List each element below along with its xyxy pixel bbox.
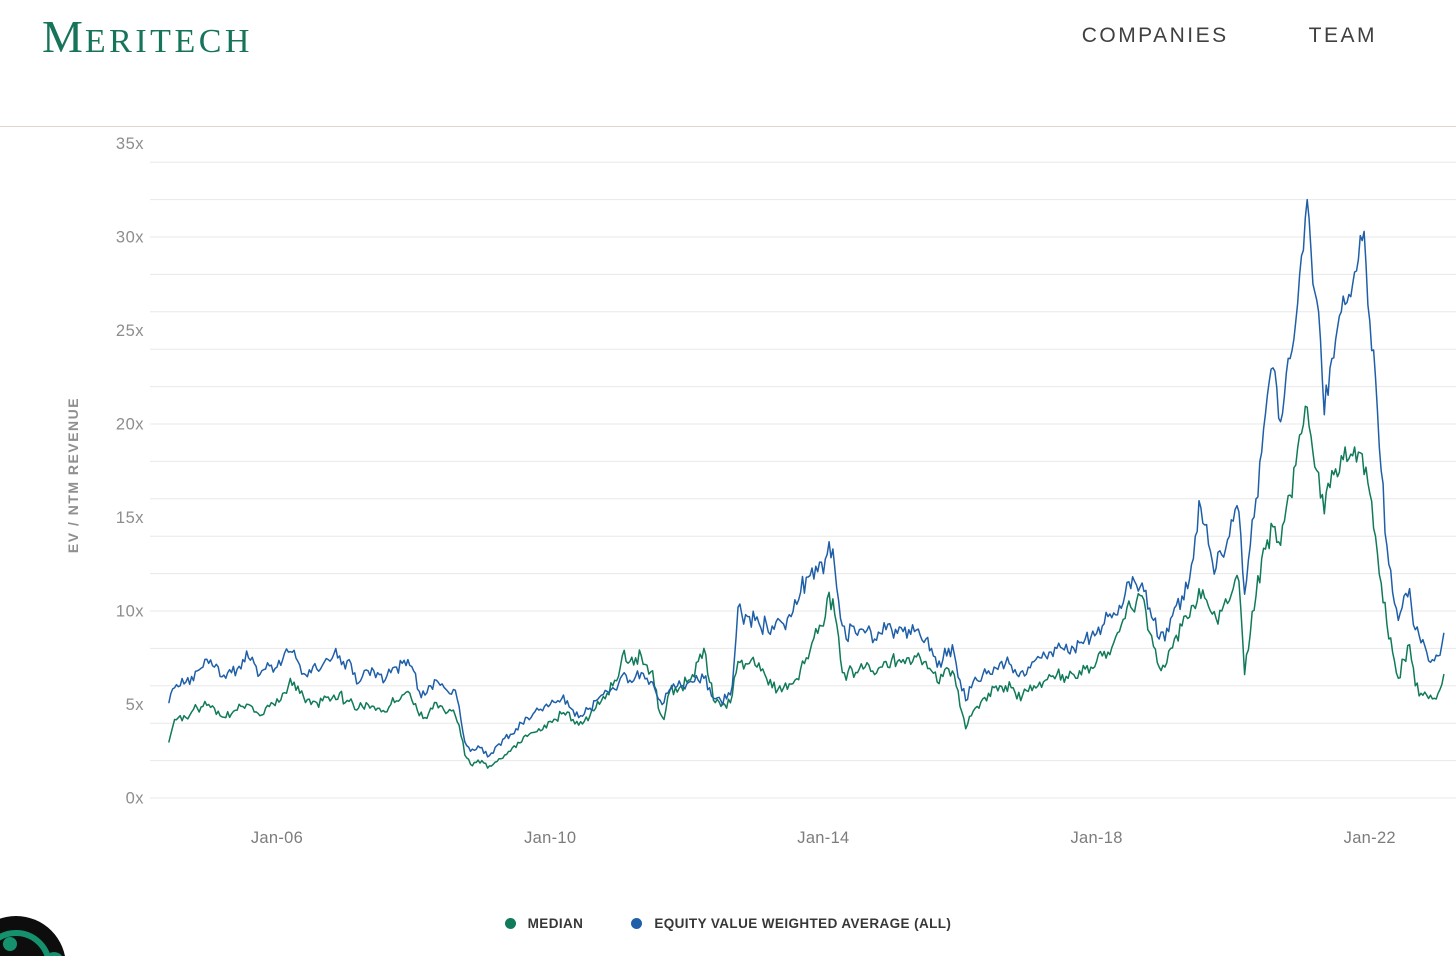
chart-legend: MEDIAN EQUITY VALUE WEIGHTED AVERAGE (AL… (0, 916, 1456, 931)
meritech-logo[interactable]: MERITECH (42, 11, 253, 62)
y-axis-tick-label: 35x (116, 135, 144, 153)
median-series-dot-icon (504, 918, 516, 929)
site-header: MERITECH COMPANIES TEAM (0, 0, 1456, 127)
floating-widget-badge[interactable] (0, 914, 68, 956)
y-axis-tick-label: 20x (116, 416, 144, 434)
badge-ring-icon (0, 930, 51, 956)
logo-text: M (42, 11, 85, 62)
legend-item-weighted-average[interactable]: EQUITY VALUE WEIGHTED AVERAGE (ALL) (631, 916, 951, 931)
legend-label-median: MEDIAN (527, 916, 584, 931)
y-axis-tick-label: 0x (126, 790, 145, 808)
legend-item-median[interactable]: MEDIAN (504, 916, 584, 931)
x-axis-tick-label: Jan-10 (524, 829, 576, 847)
y-axis-tick-label: 15x (116, 509, 144, 527)
x-axis-tick-label: Jan-18 (1070, 829, 1122, 847)
nav-item-team[interactable]: TEAM (1308, 24, 1377, 47)
legend-label-weighted-average: EQUITY VALUE WEIGHTED AVERAGE (ALL) (654, 916, 952, 931)
main-nav: COMPANIES TEAM (1082, 24, 1377, 48)
x-axis-tick-label: Jan-06 (251, 829, 303, 847)
x-axis-tick-label: Jan-22 (1344, 829, 1396, 847)
badge-dot-icon (46, 952, 62, 956)
badge-dot-icon (3, 937, 17, 951)
series-line-median (168, 405, 1445, 769)
y-axis-tick-label: 30x (116, 229, 144, 247)
series-line-weighted-average (168, 198, 1445, 758)
weighted-average-series-dot-icon (631, 918, 643, 929)
y-axis-tick-label: 25x (116, 322, 144, 340)
nav-item-companies[interactable]: COMPANIES (1081, 24, 1229, 47)
x-axis-tick-label: Jan-14 (797, 829, 849, 847)
y-axis-tick-label: 10x (116, 603, 144, 621)
y-axis-tick-label: 5x (126, 696, 145, 714)
y-axis-title: EV / NTM REVENUE (65, 396, 81, 554)
